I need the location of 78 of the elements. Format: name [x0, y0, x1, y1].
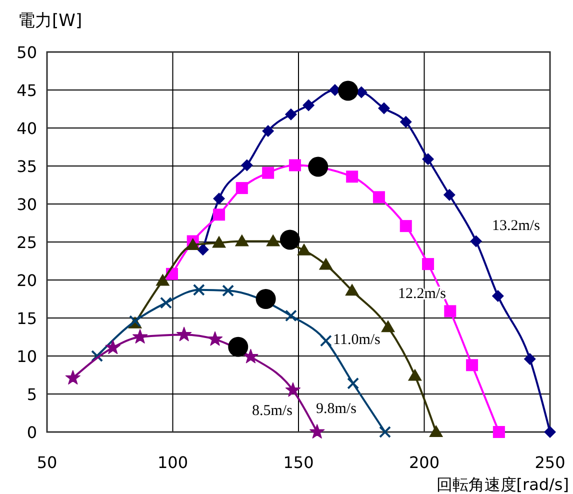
series-label: 9.8m/s	[316, 401, 357, 417]
point	[408, 368, 422, 381]
point	[176, 326, 192, 342]
point	[372, 191, 385, 204]
point	[192, 284, 205, 296]
x-tick-label: 100	[157, 453, 188, 472]
point	[132, 329, 148, 344]
point	[228, 336, 248, 357]
point	[338, 80, 358, 101]
point	[105, 340, 120, 354]
y-tick-label: 30	[16, 195, 37, 214]
point	[186, 238, 200, 250]
point	[196, 244, 209, 256]
point	[444, 305, 456, 318]
y-tick-label: 5	[26, 385, 37, 404]
x-axis-title: 回転角速度[rad/s]	[436, 475, 569, 494]
point	[492, 290, 504, 302]
point	[308, 156, 328, 177]
point	[443, 188, 456, 201]
point	[160, 296, 172, 309]
point	[280, 230, 300, 250]
point	[492, 426, 505, 438]
point	[285, 382, 300, 397]
point	[91, 350, 104, 362]
point	[288, 159, 301, 172]
x-tick-label: 250	[534, 453, 566, 472]
y-axis-title: 電力[W]	[18, 11, 82, 31]
point	[297, 243, 312, 256]
point	[310, 424, 325, 438]
point	[466, 359, 478, 372]
y-tick-label: 20	[16, 271, 37, 290]
point	[381, 320, 396, 332]
point	[422, 153, 434, 166]
point	[234, 234, 249, 246]
y-tick-label: 45	[16, 81, 37, 100]
point	[400, 116, 412, 128]
y-tick-label: 50	[16, 43, 37, 62]
y-tick-label: 0	[26, 423, 37, 442]
y-tick-label: 40	[16, 119, 37, 138]
point	[346, 170, 358, 183]
point	[544, 426, 556, 438]
point	[207, 331, 223, 346]
point	[378, 102, 390, 114]
point	[243, 348, 258, 364]
point	[379, 426, 392, 438]
point	[347, 377, 360, 390]
point	[345, 284, 360, 296]
point	[422, 258, 434, 270]
point	[236, 182, 248, 194]
x-tick-label: 150	[283, 453, 314, 472]
point	[318, 258, 333, 270]
y-tick-label: 25	[16, 233, 37, 252]
y-tick-label: 10	[16, 347, 37, 366]
point	[240, 159, 253, 172]
point	[470, 235, 482, 248]
point	[429, 425, 444, 437]
point	[262, 125, 274, 138]
point	[213, 192, 226, 205]
series-label: 13.2m/s	[492, 218, 540, 234]
point	[302, 99, 315, 112]
x-tick-label: 200	[408, 453, 440, 472]
point	[156, 274, 170, 286]
series-label: 8.5m/s	[252, 403, 293, 419]
point	[213, 208, 226, 221]
point	[65, 370, 80, 385]
point	[284, 108, 297, 120]
y-tick-label: 15	[16, 309, 37, 328]
point	[524, 353, 536, 366]
point	[284, 310, 297, 322]
y-tick-label: 35	[16, 157, 37, 176]
point	[320, 334, 332, 347]
point	[262, 166, 274, 179]
series-label: 11.0m/s	[333, 332, 381, 348]
point	[212, 236, 226, 248]
point	[256, 289, 276, 309]
point	[222, 284, 234, 297]
point	[400, 220, 412, 232]
point	[266, 234, 280, 246]
